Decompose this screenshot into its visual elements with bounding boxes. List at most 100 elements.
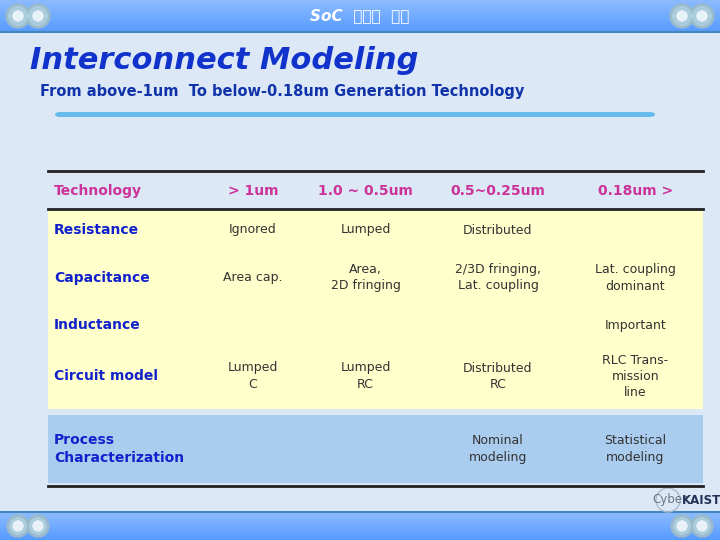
Circle shape	[13, 521, 23, 531]
Circle shape	[9, 7, 27, 25]
Text: Resistance: Resistance	[54, 223, 139, 237]
Bar	[0, 18, 720, 19]
Text: Ignored: Ignored	[229, 224, 277, 237]
Circle shape	[6, 4, 30, 28]
Circle shape	[694, 518, 710, 534]
Circle shape	[673, 7, 691, 25]
Text: Interconnect Modeling: Interconnect Modeling	[30, 46, 418, 75]
Circle shape	[7, 515, 29, 537]
Bar	[0, 516, 720, 518]
Text: Lumped
C: Lumped C	[228, 361, 278, 390]
Bar	[0, 22, 720, 24]
Circle shape	[9, 7, 27, 25]
Bar	[0, 16, 720, 18]
Text: 0.5~0.25um: 0.5~0.25um	[451, 184, 546, 198]
Bar	[0, 5, 720, 7]
Circle shape	[670, 4, 694, 28]
Circle shape	[673, 7, 691, 25]
Circle shape	[30, 518, 46, 534]
Text: Important: Important	[605, 319, 667, 332]
Text: Nominal
modeling: Nominal modeling	[469, 435, 527, 463]
Text: 2/3D fringing,
Lat. coupling: 2/3D fringing, Lat. coupling	[455, 264, 541, 293]
Bar	[0, 10, 720, 12]
Text: 5: 5	[698, 6, 712, 25]
Bar	[0, 3, 720, 5]
Text: Lumped
RC: Lumped RC	[341, 361, 391, 390]
Circle shape	[27, 515, 49, 537]
Bar	[0, 21, 720, 23]
Circle shape	[691, 515, 713, 537]
Bar	[48, 211, 703, 409]
Text: From above-1um  To below-0.18um Generation Technology: From above-1um To below-0.18um Generatio…	[40, 84, 524, 99]
Text: Lat. coupling
dominant: Lat. coupling dominant	[595, 264, 676, 293]
Bar	[0, 512, 720, 514]
Bar	[0, 2, 720, 4]
Text: Distributed
RC: Distributed RC	[463, 361, 533, 390]
Bar	[0, 13, 720, 15]
Circle shape	[694, 518, 710, 534]
Circle shape	[693, 7, 711, 25]
Ellipse shape	[645, 112, 655, 117]
Bar	[0, 524, 720, 526]
Circle shape	[671, 515, 693, 537]
Bar	[0, 522, 720, 524]
Circle shape	[677, 11, 687, 21]
Bar	[0, 19, 720, 21]
Circle shape	[29, 7, 47, 25]
Text: Area cap.: Area cap.	[223, 272, 283, 285]
Bar	[0, 526, 720, 528]
Text: Distributed: Distributed	[463, 224, 533, 237]
Bar	[0, 538, 720, 540]
Text: 1.0 ~ 0.5um: 1.0 ~ 0.5um	[318, 184, 413, 198]
Text: Statistical
modeling: Statistical modeling	[604, 435, 667, 463]
Bar	[0, 27, 720, 29]
Text: Cyber: Cyber	[652, 494, 687, 507]
Bar	[0, 537, 720, 539]
Bar	[0, 25, 720, 28]
Text: Area,
2D fringing: Area, 2D fringing	[330, 264, 400, 293]
Circle shape	[697, 521, 707, 531]
Text: Lumped: Lumped	[341, 224, 391, 237]
Circle shape	[690, 4, 714, 28]
Circle shape	[29, 7, 47, 25]
Bar	[0, 529, 720, 531]
Bar	[0, 15, 720, 17]
Bar	[0, 24, 720, 26]
Bar	[0, 521, 720, 522]
Text: SoC  설계의  검증: SoC 설계의 검증	[310, 9, 410, 24]
Bar	[0, 536, 720, 538]
Text: Capacitance: Capacitance	[54, 271, 150, 285]
Bar	[0, 6, 720, 9]
Circle shape	[697, 11, 707, 21]
Bar	[0, 0, 720, 2]
Text: Process
Characterization: Process Characterization	[54, 433, 184, 464]
Circle shape	[10, 518, 26, 534]
Ellipse shape	[55, 112, 65, 117]
Bar	[60, 112, 650, 117]
Bar	[0, 29, 720, 31]
Text: Circuit model: Circuit model	[54, 369, 158, 383]
Text: 0.18um >: 0.18um >	[598, 184, 673, 198]
Text: Inductance: Inductance	[54, 318, 140, 332]
Circle shape	[26, 4, 50, 28]
Bar	[0, 515, 720, 517]
Bar	[0, 533, 720, 535]
Circle shape	[693, 7, 711, 25]
Circle shape	[674, 518, 690, 534]
Bar	[48, 415, 703, 483]
Circle shape	[13, 11, 23, 21]
Circle shape	[33, 521, 43, 531]
Circle shape	[33, 11, 43, 21]
Text: KAIST: KAIST	[682, 494, 720, 507]
Text: RLC Trans-
mission
line: RLC Trans- mission line	[603, 354, 669, 399]
Bar	[0, 514, 720, 515]
Bar	[0, 535, 720, 536]
Circle shape	[677, 521, 687, 531]
Bar	[0, 530, 720, 532]
Circle shape	[674, 518, 690, 534]
Bar	[0, 531, 720, 534]
Bar	[0, 528, 720, 529]
Bar	[0, 519, 720, 521]
Circle shape	[10, 518, 26, 534]
Circle shape	[30, 518, 46, 534]
